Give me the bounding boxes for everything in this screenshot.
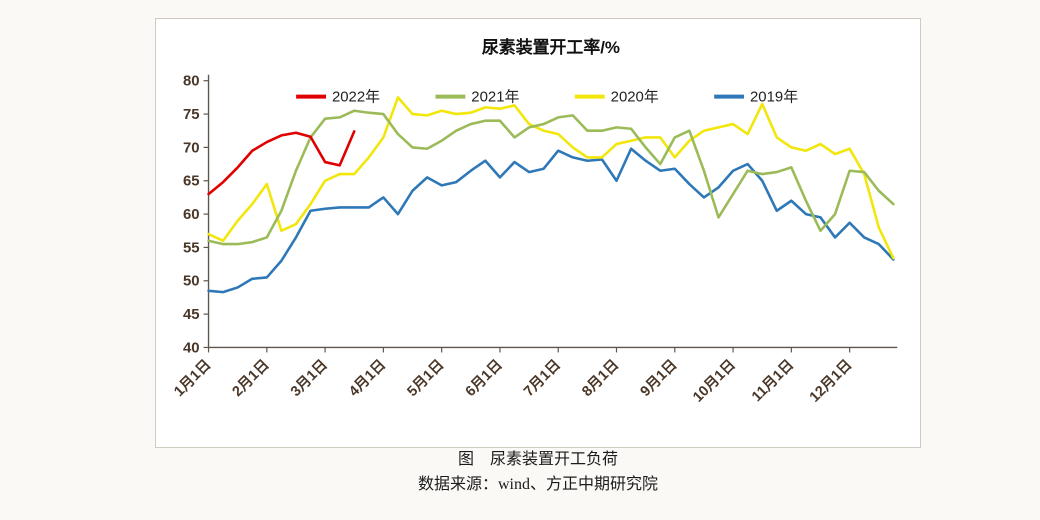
x-tick-label: 6月1日: [462, 356, 506, 400]
urea-operating-rate-chart-panel: 尿素装置开工率/% 40 45 50 55 60 65 70 75 80 1月1日 2月1日 3月1日 4…: [155, 18, 921, 448]
x-tick-label: 1月1日: [171, 356, 215, 400]
y-tick-label: 80: [183, 73, 200, 90]
urea-operating-rate-chart: 尿素装置开工率/% 40 45 50 55 60 65 70 75 80 1月1日 2月1日 3月1日 4…: [171, 37, 898, 406]
data-source-caption: 数据来源：wind、方正中期研究院: [417, 476, 658, 493]
x-tick-label: 9月1日: [637, 356, 681, 400]
x-tick-label: 12月1日: [806, 356, 855, 405]
legend-label-2020年: 2020年: [611, 89, 659, 106]
x-tick-label: 10月1日: [689, 356, 738, 405]
series-line-2020年: [207, 96, 895, 260]
y-tick-label: 70: [183, 139, 200, 156]
x-tick-label: 4月1日: [345, 356, 389, 400]
series-line-2019年: [207, 147, 895, 294]
legend-label-2021年: 2021年: [471, 89, 519, 106]
series-line-2022年: [207, 130, 356, 196]
figure-caption: 图 尿素装置开工负荷: [457, 451, 618, 468]
y-tick-label: 45: [183, 306, 200, 323]
chart-title: 尿素装置开工率/%: [482, 37, 620, 57]
legend-label-2022年: 2022年: [332, 89, 380, 106]
x-tick-label: 2月1日: [229, 356, 273, 400]
x-tick-label: 8月1日: [579, 356, 623, 400]
x-tick-label: 7月1日: [520, 356, 564, 400]
legend-item-2019年: 2019年: [714, 89, 798, 106]
legend-item-2020年: 2020年: [574, 89, 659, 106]
legend-item-2022年: 2022年: [296, 89, 380, 106]
y-tick-label: 75: [183, 106, 200, 123]
y-tick-label: 40: [183, 339, 200, 356]
y-tick-label: 65: [183, 173, 200, 190]
y-tick-label: 60: [183, 206, 200, 223]
y-tick-label: 50: [183, 273, 200, 290]
x-tick-label: 5月1日: [404, 356, 448, 400]
series-line-2021年: [207, 109, 895, 246]
legend-item-2021年: 2021年: [435, 89, 520, 106]
x-tick-label: 11月1日: [748, 356, 797, 405]
legend-label-2019年: 2019年: [750, 89, 798, 106]
x-tick-label: 3月1日: [287, 356, 331, 400]
chart-captions: 图 尿素装置开工负荷 数据来源：wind、方正中期研究院: [155, 448, 921, 498]
y-tick-label: 55: [183, 239, 200, 256]
